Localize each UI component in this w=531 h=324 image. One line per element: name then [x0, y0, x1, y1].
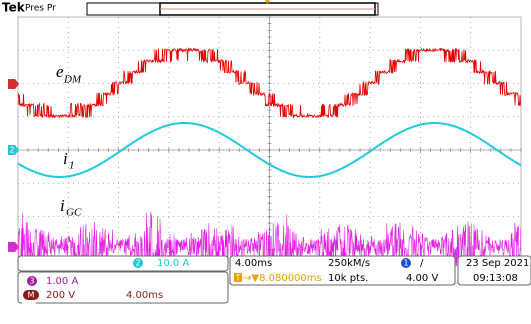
trace-label: i	[60, 196, 65, 215]
trace-label: i	[63, 149, 68, 168]
ch3-badge: 3	[29, 277, 34, 286]
record-length: 10k pts.	[328, 273, 368, 284]
trigger-level: 4.00 V	[406, 273, 438, 284]
ground-label: 2	[9, 146, 14, 155]
ground-marker	[8, 79, 19, 89]
trace-sub: 1	[69, 160, 75, 172]
sample-rate: 250kM/s	[328, 258, 370, 269]
date: 23 Sep 2021	[466, 258, 529, 269]
math-badge: M	[28, 291, 35, 300]
ch3-scale: 1.00 A	[46, 276, 78, 287]
math-time: 4.00ms	[126, 290, 163, 301]
status-box	[18, 256, 228, 271]
timebase: 4.00ms	[235, 258, 272, 269]
trigger-badge: 1	[403, 259, 408, 268]
trace-sub: GC	[66, 207, 82, 219]
trace-label: e	[56, 62, 64, 81]
trace-sub: DM	[63, 74, 82, 86]
acq-mode: Pres Pr	[25, 4, 56, 14]
trigger-position: →▼8.080000ms	[243, 273, 322, 284]
oscilloscope-screen: Tek Pres Pr T 2 e DM i 1 i GC 2 10.0 A 3…	[0, 0, 531, 324]
brand: Tek	[2, 1, 26, 15]
ground-marker	[8, 242, 19, 252]
time: 09:13:08	[473, 273, 518, 284]
ch2-scale: 10.0 A	[157, 258, 189, 269]
trigger-icon: T	[235, 274, 241, 283]
math-scale: 200 V	[46, 290, 75, 301]
ch2-badge: 2	[135, 259, 140, 268]
